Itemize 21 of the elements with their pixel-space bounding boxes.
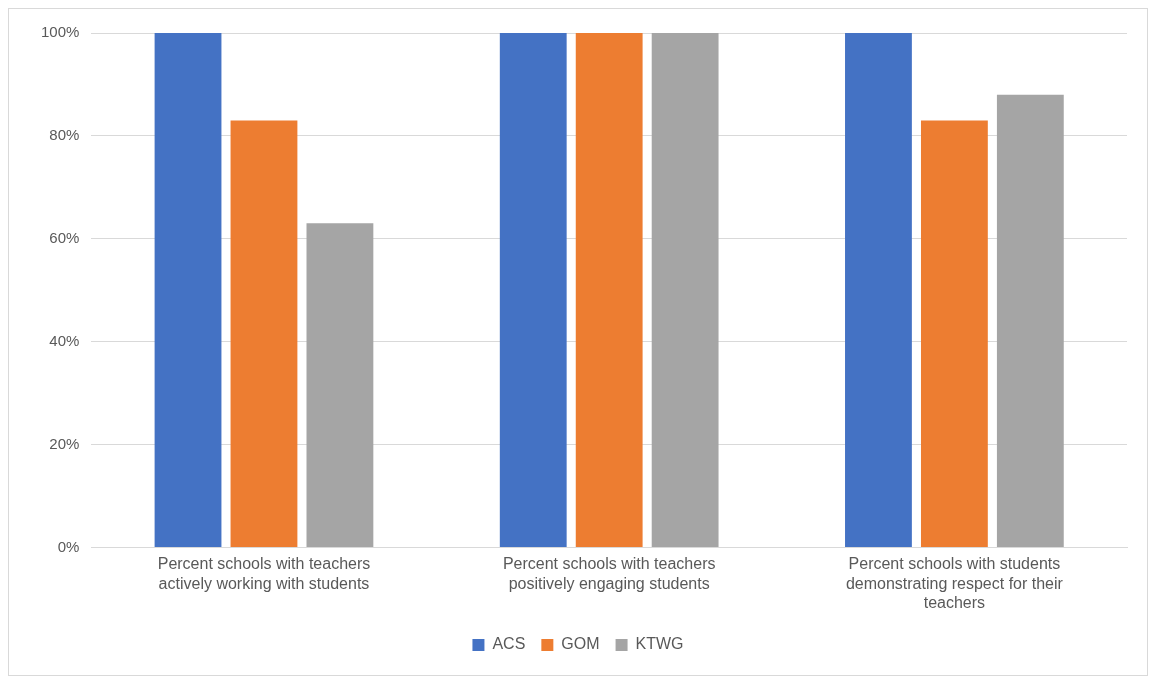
bar (499, 33, 567, 547)
bar (845, 33, 912, 547)
bar (651, 33, 719, 547)
bar (230, 120, 298, 547)
y-tick-label: 0% (57, 537, 80, 555)
bar (996, 94, 1064, 547)
legend-label: KTWG (635, 635, 684, 653)
bar (154, 33, 222, 547)
x-tick-label: Percent schools with teachers actively working with students (157, 555, 371, 592)
y-tick-label: 100% (40, 23, 80, 41)
x-tick-label: Percent schools with students demonstrating respect for their teachers (845, 555, 1064, 611)
x-tick-label: Percent schools with teachers positively engaging students (502, 555, 716, 592)
bar (306, 223, 374, 547)
y-tick-label: 40% (49, 331, 80, 349)
legend-label: ACS (492, 635, 526, 653)
legend-label: GOM (561, 635, 600, 653)
y-tick-label: 20% (49, 434, 80, 452)
y-tick-label: 80% (49, 126, 80, 144)
bar (575, 33, 643, 547)
y-tick-label: 60% (49, 228, 80, 246)
bar (920, 120, 988, 547)
